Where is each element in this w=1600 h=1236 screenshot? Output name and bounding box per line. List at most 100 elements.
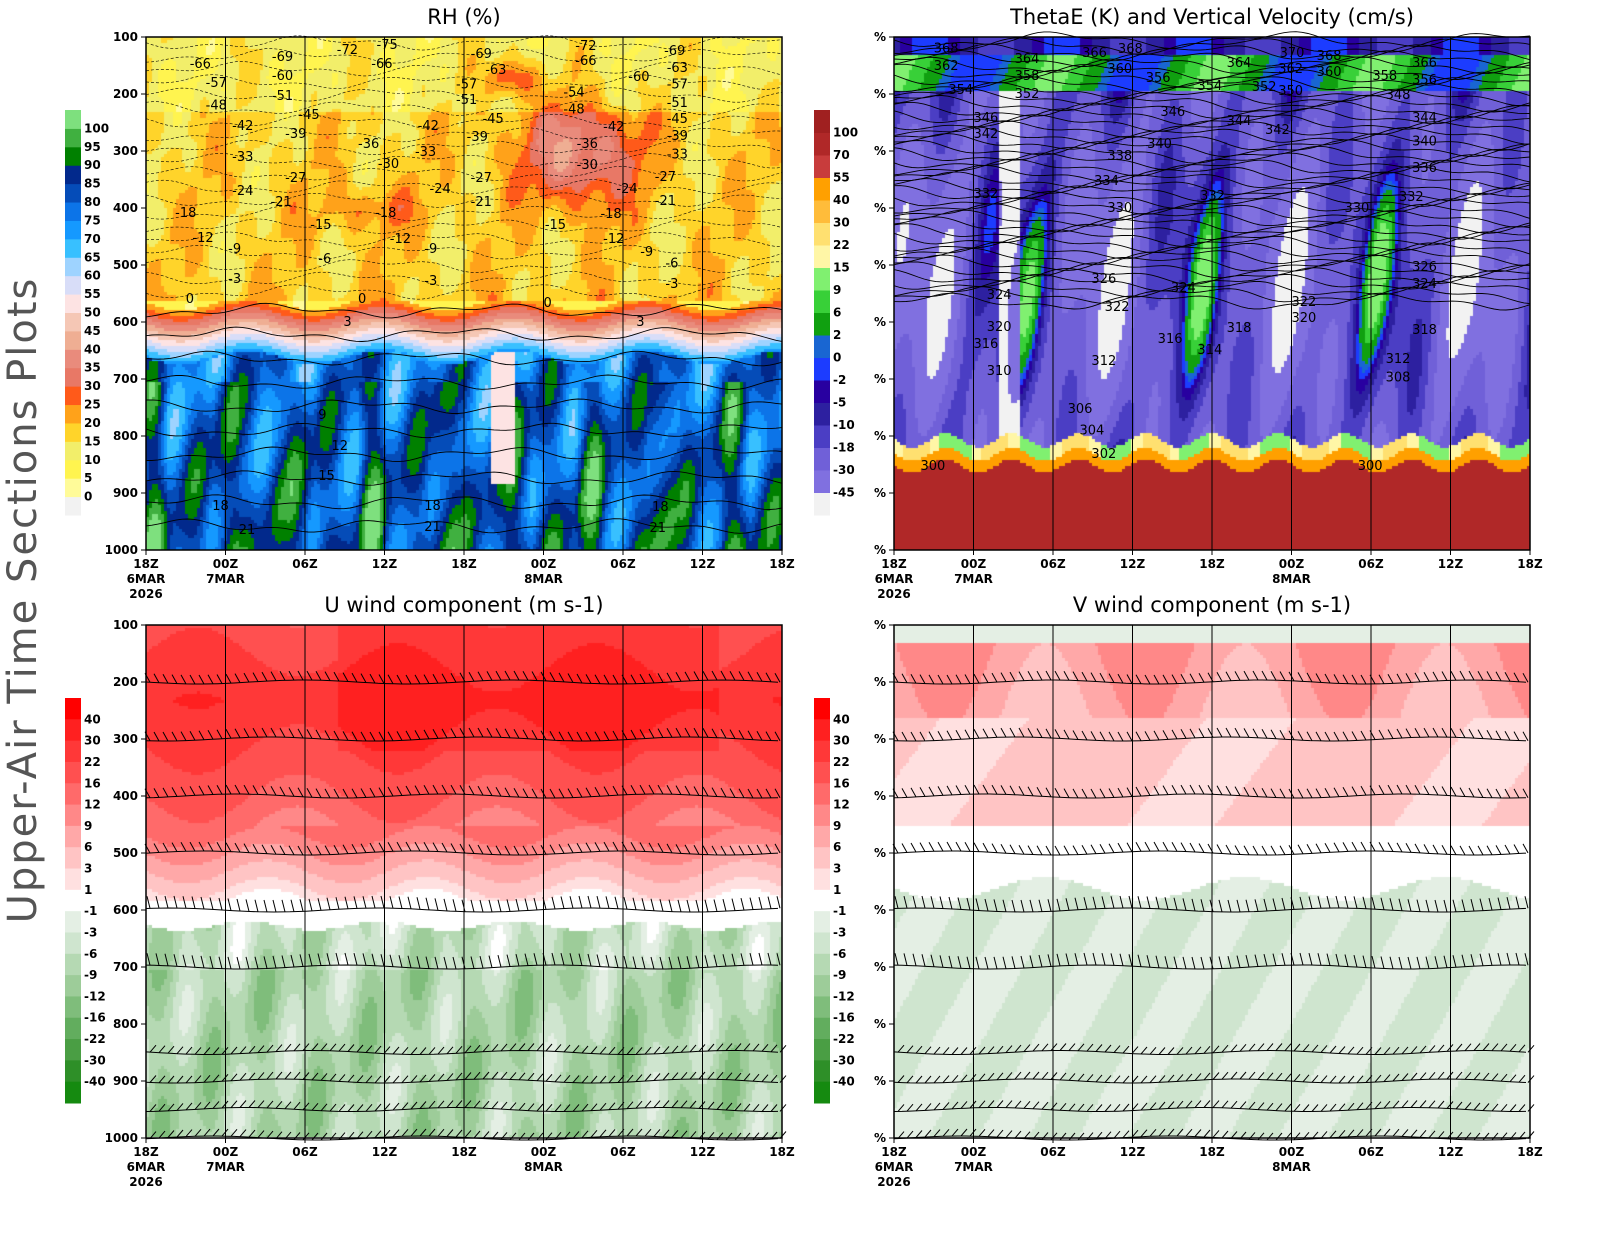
colorbar-box bbox=[65, 889, 81, 912]
y-tick-label: 800 bbox=[113, 1017, 138, 1031]
x-tick-label: 06Z bbox=[1040, 1145, 1066, 1159]
colorbar-box bbox=[814, 492, 830, 516]
contour-label: -3 bbox=[665, 277, 678, 292]
contour-line bbox=[893, 177, 1531, 196]
colorbar-label: -22 bbox=[84, 1032, 106, 1046]
colorbar-box bbox=[65, 183, 81, 203]
x-tick-label: 18Z bbox=[881, 1145, 907, 1159]
colorbar-label: 16 bbox=[833, 776, 850, 790]
colorbar-box bbox=[65, 719, 81, 742]
colorbar-label: 40 bbox=[833, 712, 850, 726]
contour-label: 360 bbox=[1317, 65, 1342, 80]
x-tick-label: 06Z bbox=[292, 1145, 318, 1159]
y-tick-label: % bbox=[874, 960, 886, 974]
contour-line bbox=[145, 100, 783, 116]
contour-label: 362 bbox=[934, 59, 959, 74]
contour-line bbox=[893, 164, 1531, 183]
x-tick-label: 12Z bbox=[1120, 1145, 1146, 1159]
colorbar-label: 1 bbox=[84, 883, 92, 897]
contour-label: 352 bbox=[1015, 87, 1040, 102]
contour-label: -33 bbox=[667, 147, 688, 162]
colorbar-label: 22 bbox=[84, 755, 101, 769]
contour-label: -9 bbox=[424, 242, 437, 257]
contour-label: 18 bbox=[652, 500, 669, 515]
contour-line bbox=[893, 171, 1531, 190]
contour-line bbox=[893, 50, 1531, 68]
colorbar-box bbox=[65, 1060, 81, 1083]
x-tick-label: 00Z bbox=[531, 557, 557, 571]
x-date-label: 7MAR bbox=[954, 1160, 993, 1174]
colorbar-label: 22 bbox=[833, 238, 850, 252]
colorbar-box bbox=[65, 146, 81, 166]
colorbar-box bbox=[814, 761, 830, 784]
wind-barb bbox=[892, 670, 1529, 685]
x-year-label: 2026 bbox=[877, 1175, 910, 1189]
colorbar-label: -1 bbox=[84, 904, 97, 918]
wind-barb-staff bbox=[145, 850, 779, 856]
colorbar-label: 65 bbox=[84, 250, 101, 264]
contour-line bbox=[893, 139, 1531, 157]
colorbar-box bbox=[65, 220, 81, 240]
y-tick-label: % bbox=[874, 1017, 886, 1031]
colorbar-label: 15 bbox=[833, 261, 850, 275]
colorbar-box bbox=[814, 889, 830, 912]
colorbar-label: -12 bbox=[833, 989, 855, 1003]
x-tick-label: 18Z bbox=[1517, 1145, 1543, 1159]
contour-label: 322 bbox=[1105, 300, 1130, 315]
contour-label: -42 bbox=[418, 119, 439, 134]
contour-line bbox=[145, 326, 783, 342]
contour-label: -63 bbox=[667, 61, 688, 76]
wind-barb-staff bbox=[893, 1107, 1527, 1112]
contour-label: -48 bbox=[563, 102, 584, 117]
colorbar-label: 25 bbox=[84, 398, 101, 412]
contour-label: -63 bbox=[485, 63, 506, 78]
colorbar-label: 40 bbox=[833, 193, 850, 207]
contour-line bbox=[893, 101, 1531, 119]
contour-label: -66 bbox=[371, 57, 392, 72]
colorbar-box bbox=[814, 335, 830, 358]
colorbar-box bbox=[65, 783, 81, 806]
contour-label: -3 bbox=[228, 272, 241, 287]
x-date-label: 8MAR bbox=[1272, 572, 1311, 586]
contour-label: 326 bbox=[1412, 260, 1437, 275]
colorbar-label: 70 bbox=[84, 232, 101, 246]
contour-label: 324 bbox=[987, 288, 1012, 303]
contour-label: 0 bbox=[358, 292, 366, 307]
contour-label: 348 bbox=[1386, 88, 1411, 103]
y-tick-label: 400 bbox=[113, 201, 138, 215]
contour-line bbox=[145, 61, 783, 77]
contour-line bbox=[894, 133, 1531, 151]
colorbar-box bbox=[65, 367, 81, 387]
colorbar-label: 95 bbox=[84, 140, 101, 154]
contour-label: -60 bbox=[628, 70, 649, 85]
contour-label: 354 bbox=[948, 83, 973, 98]
colorbar-box bbox=[65, 128, 81, 148]
contour-label: 318 bbox=[1412, 323, 1437, 338]
wind-barb bbox=[146, 952, 781, 970]
x-tick-label: 18Z bbox=[1199, 1145, 1225, 1159]
contour-line bbox=[145, 350, 783, 367]
contour-label: -12 bbox=[390, 232, 411, 247]
colorbar-label: 40 bbox=[84, 712, 101, 726]
colorbar-box bbox=[65, 868, 81, 891]
colorbar-label: 20 bbox=[84, 416, 101, 430]
contour-label: -66 bbox=[190, 57, 211, 72]
y-tick-label: 1000 bbox=[105, 543, 138, 557]
contour-label: 332 bbox=[1399, 190, 1424, 205]
contour-label: -27 bbox=[285, 171, 306, 186]
contour-label: 340 bbox=[1147, 137, 1172, 152]
contour-label: -27 bbox=[655, 170, 676, 185]
colorbar-label: 45 bbox=[84, 324, 101, 338]
contour-label: 370 bbox=[1280, 46, 1305, 61]
x-tick-label: 06Z bbox=[1040, 557, 1066, 571]
contour-label: -15 bbox=[545, 218, 566, 233]
panel-title: RH (%) bbox=[427, 5, 500, 29]
wind-barb bbox=[897, 1071, 1535, 1084]
wind-barb bbox=[892, 841, 1529, 856]
contour-label: 330 bbox=[1107, 201, 1132, 216]
contour-label: -12 bbox=[192, 231, 213, 246]
wind-barb-staff bbox=[145, 964, 779, 970]
x-tick-label: 00Z bbox=[213, 557, 239, 571]
colorbar-box bbox=[814, 1060, 830, 1083]
contour-label: -27 bbox=[471, 171, 492, 186]
